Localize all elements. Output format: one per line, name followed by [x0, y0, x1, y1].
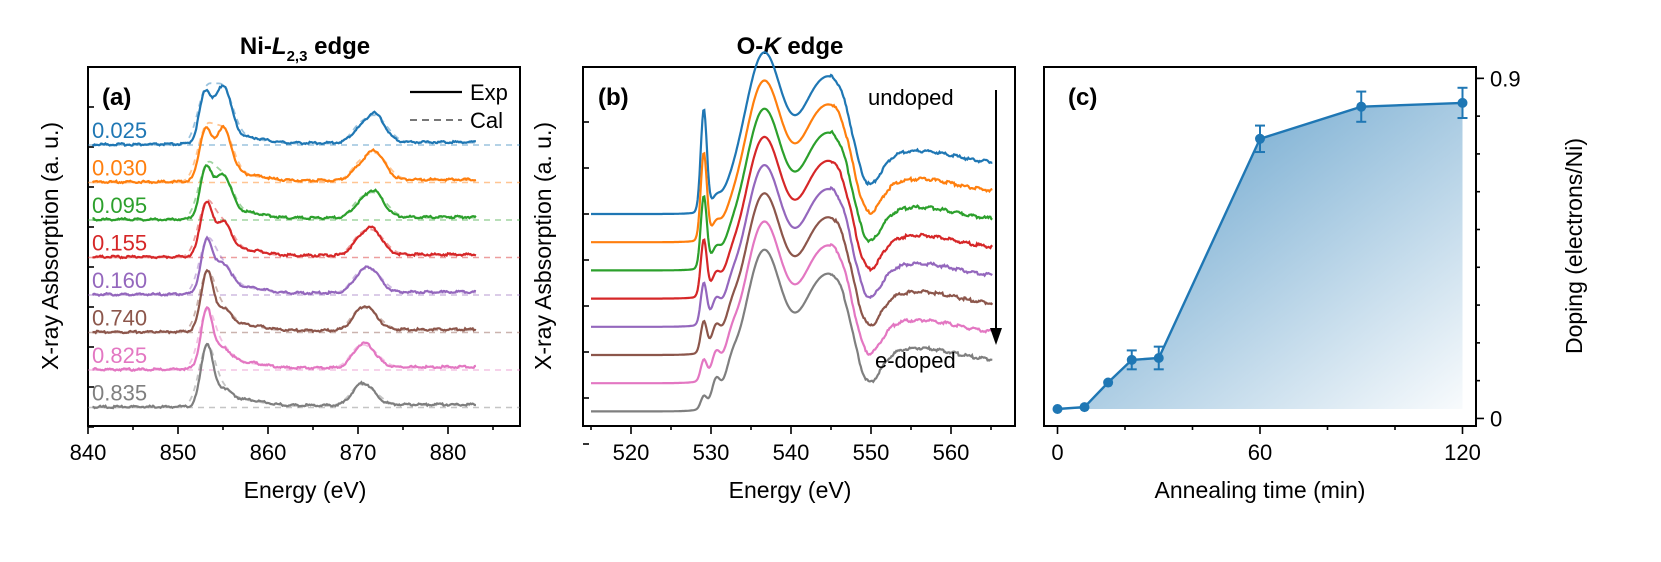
panel-b-xtick-label: 530 [693, 440, 730, 465]
panel-a-xtick-label: 840 [70, 440, 107, 465]
panel-a-exp-line [91, 84, 476, 148]
panel-a-exp-line [92, 268, 477, 335]
panel-b-spectrum-line [591, 135, 993, 300]
panel-c-line [1057, 101, 1463, 411]
panel-c-point [1126, 354, 1137, 365]
panel-a-xlabel: Energy (eV) [244, 477, 367, 503]
annotation-undoped: undoped [868, 85, 954, 110]
panel-b-spectrum-line [591, 220, 993, 385]
panel-a-series-label: 0.825 [92, 343, 147, 368]
panel-c-point [1255, 133, 1265, 144]
panel-a-series-label: 0.030 [92, 156, 147, 181]
panel-a-exp-line [92, 200, 477, 260]
panel-c-plot [1052, 86, 1468, 414]
panel-a-cal-line [92, 160, 476, 221]
legend-exp-label: Exp [470, 80, 508, 105]
doping-arrow-head [990, 328, 1002, 345]
panel-b: O-K edge 520 530 540 550 560 (b) undoped e-d… [530, 33, 1016, 503]
panel-a-label: (a) [102, 84, 131, 111]
panel-a-cal-line [92, 308, 476, 371]
panel-b-xtick-label: 520 [613, 440, 650, 465]
panel-a-cal-line [92, 344, 476, 409]
panel-b-xticks: 520 530 540 550 560 [590, 426, 992, 465]
panel-a-xticks: 840 850 860 870 880 [70, 426, 494, 465]
panel-a-yticks [88, 106, 94, 428]
panel-a-cal-line [92, 121, 476, 184]
panel-a-exp-line [92, 124, 477, 185]
panel-a-series-label: 0.025 [92, 118, 147, 143]
panel-c-xticks: 0 60 120 [1051, 426, 1481, 465]
panel-b-xtick-label: 550 [853, 440, 890, 465]
panel-c-ytick-label: 0 [1490, 406, 1502, 431]
panel-c-area [1057, 102, 1463, 410]
panel-c-ytick-label: 0.9 [1490, 66, 1521, 91]
panel-a-cal-line [92, 236, 476, 296]
panel-c-xlabel: Annealing time (min) [1155, 477, 1366, 503]
panel-a-xtick-label: 860 [250, 440, 287, 465]
panel-b-spectrum-line [591, 248, 993, 413]
panel-b-xlabel: Energy (eV) [729, 477, 852, 503]
panel-b-frame [582, 66, 1016, 427]
panel-b-series [591, 51, 994, 413]
panel-b-spectrum-line [591, 107, 993, 272]
panel-a-ylabel: X-ray Asbsorption (a. u.) [37, 122, 63, 370]
panel-c-xtick-label: 60 [1248, 440, 1272, 465]
panel-a-series-label: 0.095 [92, 193, 147, 218]
panel-a-exp-line [92, 342, 476, 410]
panel-c-point [1079, 402, 1090, 413]
panel-c-label: (c) [1068, 84, 1097, 111]
panel-a-xtick-label: 850 [160, 440, 197, 465]
panel-a-xtick-label: 870 [340, 440, 377, 465]
panel-c-xtick-label: 0 [1051, 440, 1063, 465]
panel-a-series: 0.025 0.030 0.095 0.155 0.160 0.740 0.825 0.835 [88, 82, 520, 410]
panel-c-ylabel: Doping (electrons/Ni) [1561, 138, 1587, 354]
panel-a-cal-line [92, 199, 476, 259]
panel-b-label: (b) [598, 84, 629, 111]
panel-c-point [1153, 352, 1164, 363]
legend-cal-label: Cal [470, 108, 503, 133]
panel-a-exp-line [92, 305, 477, 373]
panel-c-xtick-label: 120 [1444, 440, 1481, 465]
panel-b-spectrum-line [591, 79, 993, 244]
panel-b-spectrum-line [591, 51, 993, 216]
panel-c: 0 60 120 00.9 (c) Annealing time (min) Dop… [1043, 66, 1587, 503]
panel-c-yticks: 00.9 [1476, 66, 1521, 431]
panel-a-cal-line [92, 269, 476, 334]
panel-b-spectrum-line [591, 192, 994, 357]
panel-a-xtick-label: 880 [430, 440, 467, 465]
panel-a-legend: Exp Cal [410, 80, 508, 133]
panel-a-series-label: 0.160 [92, 268, 147, 293]
annotation-edoped: e-doped [875, 348, 956, 373]
panel-a-title: Ni-L2,3 edge [240, 33, 370, 65]
panel-c-point [1457, 97, 1468, 108]
panel-a: Ni-L2,3 edge 840 850 860 870 880 0.0250.0300… [37, 33, 521, 503]
panel-a-series-label: 0.740 [92, 306, 147, 331]
panel-b-spectrum-line [591, 163, 993, 328]
panel-b-yticks [583, 121, 589, 445]
panel-b-ylabel: X-ray Asbsorption (a. u.) [530, 122, 556, 370]
panel-a-series-label: 0.835 [92, 381, 147, 406]
panel-a-exp-line [92, 164, 477, 222]
panel-c-point [1052, 403, 1063, 414]
panel-a-exp-line [91, 235, 477, 297]
panel-c-point [1356, 101, 1367, 112]
panel-b-xtick-label: 540 [773, 440, 810, 465]
panel-a-series-label: 0.155 [92, 231, 147, 256]
panel-b-xtick-label: 560 [933, 440, 970, 465]
panel-b-title: O-K edge [737, 33, 844, 60]
panel-c-point [1103, 377, 1114, 388]
panel-a-frame [87, 66, 521, 427]
